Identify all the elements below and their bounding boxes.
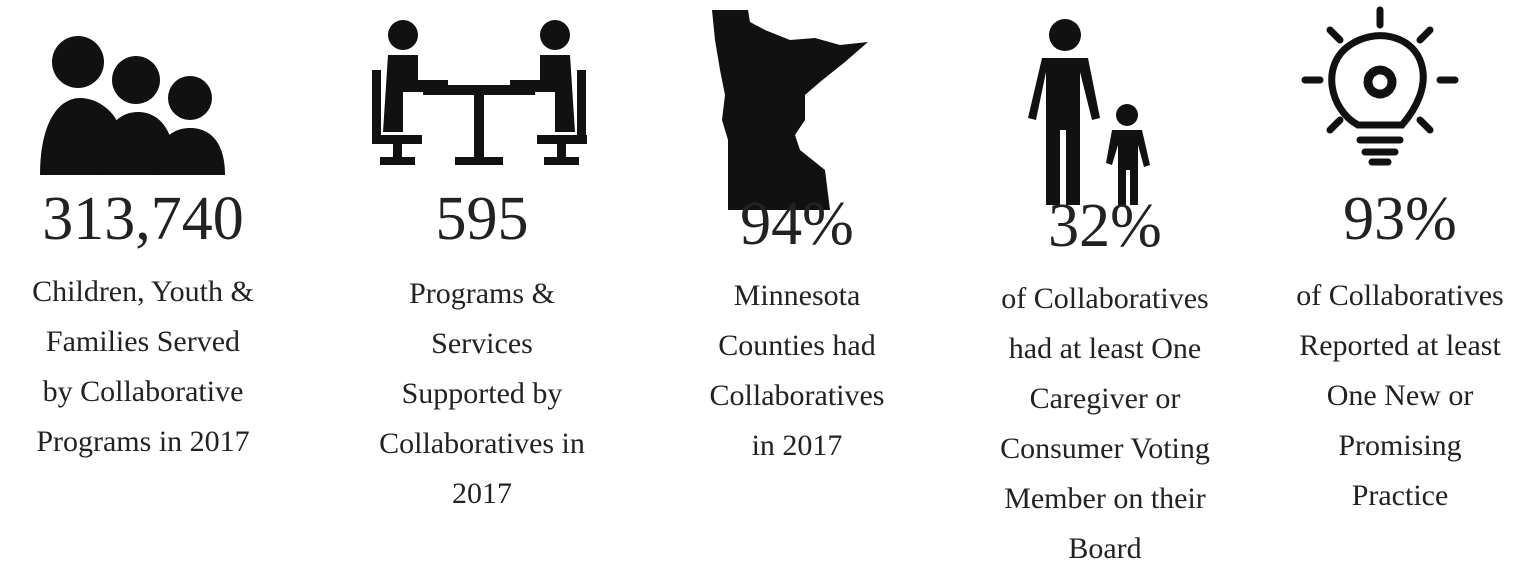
stat-value: 313,740 xyxy=(42,185,244,253)
minnesota-icon xyxy=(712,10,868,210)
stat-value: 595 xyxy=(435,185,529,253)
stat-value: 94% xyxy=(740,190,854,258)
stat-description: Services xyxy=(431,327,533,360)
stat-description: Board xyxy=(1068,532,1142,565)
lightbulb-icon xyxy=(1301,6,1459,166)
stat-description: Supported by xyxy=(401,377,563,410)
stat-description: One New or xyxy=(1326,379,1474,412)
stat-description: Promising xyxy=(1338,429,1462,462)
stat-value: 93% xyxy=(1343,185,1457,253)
parent-child-icon xyxy=(1028,19,1150,205)
stat-description: Caregiver or xyxy=(1029,382,1181,415)
stat-description: of Collaboratives xyxy=(1296,279,1504,312)
stat-description: Counties had xyxy=(718,329,876,362)
stat-description: Member on their xyxy=(1004,482,1206,515)
stat-description: Reported at least xyxy=(1299,329,1501,362)
stat-description: in 2017 xyxy=(751,429,843,462)
stat-description: Collaboratives xyxy=(709,379,885,412)
people-icon xyxy=(40,36,225,175)
icons xyxy=(40,6,1459,210)
stat-value: 32% xyxy=(1048,192,1162,260)
stat-description: 2017 xyxy=(452,477,512,510)
stat-description: Collaboratives in xyxy=(379,427,585,460)
stat-description: by Collaborative xyxy=(42,375,244,408)
stat-description: had at least One xyxy=(1008,332,1202,365)
stat-description: Families Served xyxy=(45,325,241,358)
stat-description: Programs in 2017 xyxy=(36,425,250,458)
stat-description: Practice xyxy=(1351,479,1449,512)
stat-description: Children, Youth & xyxy=(32,275,254,308)
stat-description: Minnesota xyxy=(733,279,861,312)
meeting-icon xyxy=(372,20,587,165)
stat-description: of Collaboratives xyxy=(1001,282,1209,315)
stat-description: Programs & xyxy=(409,277,555,310)
stat-description: Consumer Voting xyxy=(1000,432,1210,465)
